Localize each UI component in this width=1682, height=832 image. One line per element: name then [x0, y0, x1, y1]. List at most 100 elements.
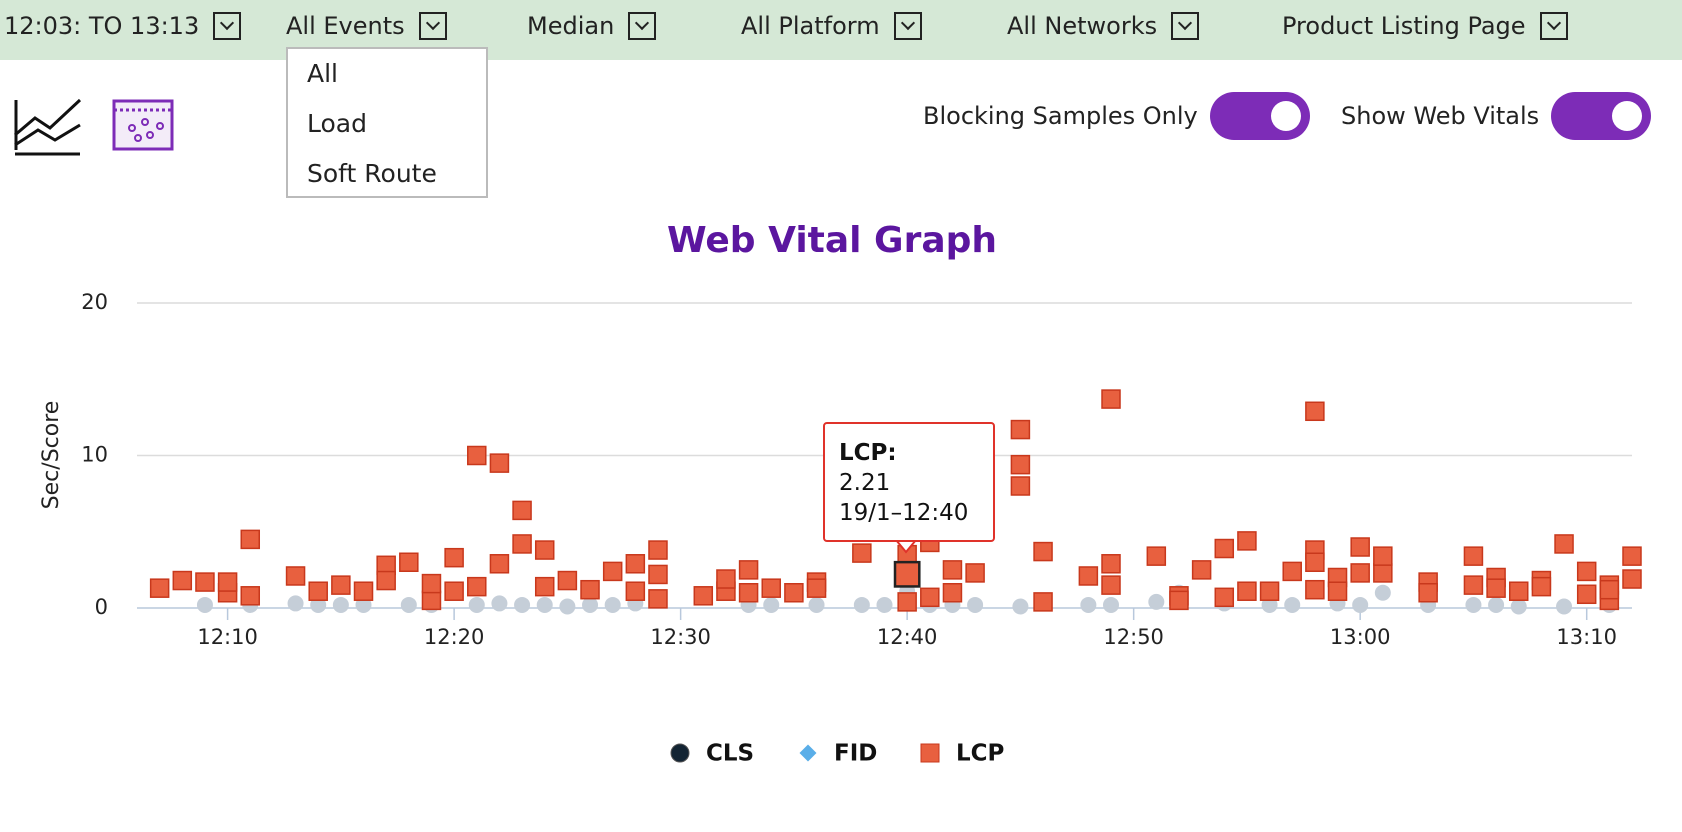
lcp-point: [240, 586, 261, 606]
y-tick-label: 0: [95, 595, 108, 619]
y-tick-label: 20: [81, 290, 108, 314]
lcp-point: [353, 581, 374, 601]
cls-point: [763, 596, 780, 613]
lcp-point: [195, 572, 215, 592]
lcp-point: [1305, 401, 1325, 422]
dropdown-menu: All Load Soft Route: [286, 47, 488, 198]
lcp-point: [1554, 534, 1574, 554]
switch[interactable]: [1209, 92, 1310, 140]
toggle[interactable]: Show Web Vitals: [1341, 92, 1652, 140]
scatter-chart-icon[interactable]: [112, 99, 174, 151]
item-label: All Platform: [741, 12, 880, 40]
menu-option[interactable]: All: [307, 59, 338, 88]
cls-point: [604, 596, 621, 613]
lcp-point: [602, 561, 623, 582]
toggle[interactable]: Blocking Samples Only: [923, 92, 1310, 140]
lcp-point: [965, 563, 985, 583]
item-label: Median: [527, 12, 615, 40]
chart-title: Web Vital Graph: [667, 220, 997, 261]
line-chart-icon[interactable]: [14, 98, 82, 156]
dropdown-arrow[interactable]: [213, 12, 242, 40]
page-filter[interactable]: Product Listing Page: [1282, 12, 1568, 40]
lcp-point: [942, 583, 963, 603]
dropdown-arrow[interactable]: [1171, 12, 1200, 40]
lcp-point: [1599, 579, 1620, 600]
lcp-point: [1237, 531, 1257, 551]
lcp-point: [1214, 538, 1235, 559]
lcp-point: [308, 581, 328, 601]
lcp-point: [1191, 560, 1212, 580]
lcp-point: [1576, 561, 1597, 582]
lcp-point: [784, 583, 804, 603]
menu-option[interactable]: Soft Route: [307, 159, 437, 188]
lcp-point: [738, 583, 759, 603]
lcp-point: [1010, 454, 1031, 475]
stat-filter[interactable]: Median: [527, 12, 657, 40]
menu-option[interactable]: Load: [307, 109, 367, 138]
lcp-point: [920, 587, 940, 608]
lcp-point: [444, 547, 464, 568]
cls-point: [536, 596, 553, 613]
lcp-point: [1463, 575, 1484, 595]
lcp-point: [893, 560, 921, 588]
x-tick-label: 12:40: [877, 625, 938, 649]
cls-point: [287, 595, 304, 612]
lcp-point: [1169, 590, 1189, 611]
y-tick-label: 10: [81, 443, 108, 467]
cls-point: [582, 596, 599, 613]
dropdown-arrow[interactable]: [893, 12, 922, 40]
tooltip-value: 2.21: [839, 470, 891, 496]
lcp-point: [1576, 584, 1597, 605]
legend-label[interactable]: LCP: [956, 741, 1004, 767]
lcp-point: [648, 540, 668, 560]
cls-point: [1080, 596, 1097, 613]
lcp-point: [852, 543, 872, 563]
cls-point: [1103, 596, 1120, 613]
lcp-point: [1622, 569, 1642, 589]
legend-marker: [920, 743, 940, 763]
lcp-point: [489, 554, 510, 574]
cls-point: [1374, 584, 1391, 601]
event-filter[interactable]: All Events: [286, 12, 447, 40]
dropdown-arrow[interactable]: [628, 12, 657, 40]
lcp-point: [648, 589, 668, 609]
network-filter[interactable]: All Networks: [1007, 12, 1200, 40]
time-range[interactable]: 12:03: TO 13:13: [4, 12, 242, 40]
lcp-point: [1214, 587, 1235, 608]
x-tick-label: 12:50: [1103, 625, 1164, 649]
lcp-point: [1146, 546, 1167, 566]
lcp-point: [580, 579, 600, 600]
cls-point: [491, 595, 508, 612]
cls-point: [1465, 596, 1482, 613]
lcp-point: [217, 572, 238, 592]
x-tick-label: 12:30: [650, 625, 711, 649]
lcp-point: [534, 576, 555, 597]
legend-marker: [670, 743, 690, 763]
lcp-point: [693, 586, 714, 606]
item-label: All Networks: [1007, 12, 1158, 40]
x-tick-label: 13:10: [1556, 625, 1617, 649]
switch[interactable]: [1551, 92, 1652, 140]
toolbar: 12:03: TO 13:13 All Events Median All Pl…: [0, 0, 1682, 60]
lcp-point: [421, 590, 442, 611]
item-label: All Events: [286, 12, 405, 40]
cls-point: [514, 596, 531, 613]
lcp-point: [1259, 581, 1280, 601]
lcp-point: [534, 540, 555, 560]
dropdown-arrow[interactable]: [1539, 12, 1568, 40]
lcp-point: [806, 578, 827, 598]
platform-filter[interactable]: All Platform: [741, 12, 922, 40]
legend-marker: [799, 744, 817, 762]
x-tick-label: 12:20: [424, 625, 485, 649]
dropdown-arrow[interactable]: [418, 12, 447, 40]
lcp-point: [1101, 575, 1121, 595]
lcp-point: [444, 581, 464, 601]
lcp-point: [421, 573, 442, 594]
cls-point: [1284, 596, 1301, 613]
lcp-point: [172, 570, 193, 591]
legend-label[interactable]: CLS: [706, 741, 754, 767]
cls-point: [853, 596, 870, 613]
legend-label[interactable]: FID: [834, 741, 877, 767]
lcp-point: [1622, 546, 1642, 566]
lcp-point: [467, 445, 487, 466]
